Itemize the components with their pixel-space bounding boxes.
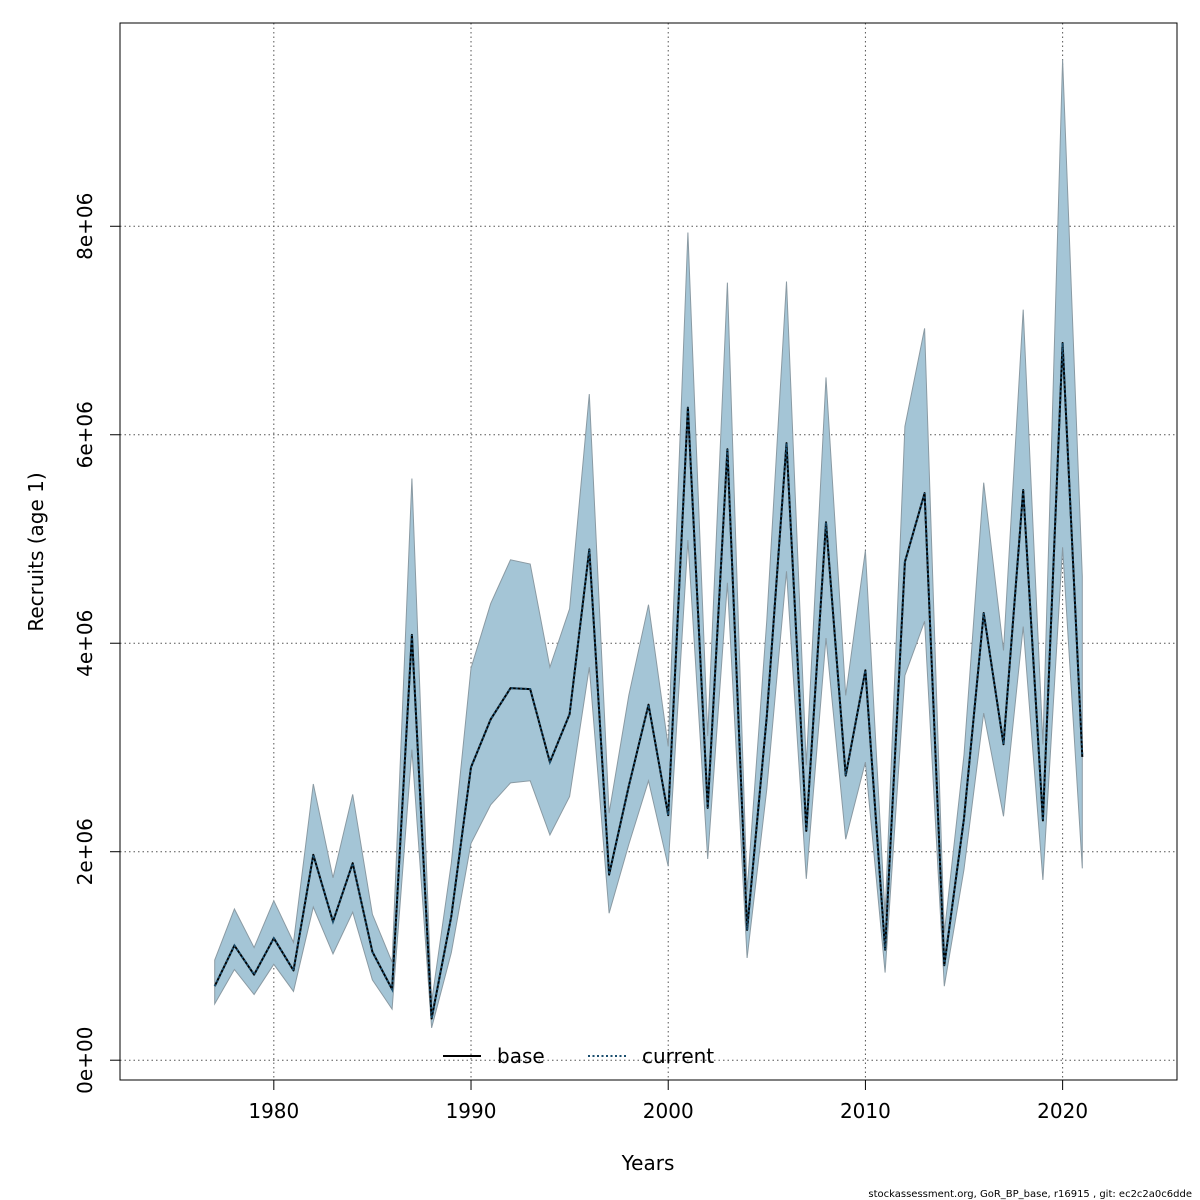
- plot-frame: [119, 22, 1178, 1081]
- legend-label-current: current: [642, 1044, 714, 1068]
- x-axis: 1980 1990 2000 2010 2020: [248, 1080, 1088, 1123]
- x-tick-label: 1990: [446, 1099, 497, 1123]
- x-tick-label: 2010: [840, 1099, 891, 1123]
- y-tick-label: 8e+06: [73, 193, 97, 260]
- footnote: stockassessment.org, GoR_BP_base, r16915…: [868, 1189, 1192, 1200]
- y-tick-label: 0e+00: [73, 1027, 97, 1094]
- y-tick-label: 4e+06: [73, 610, 97, 677]
- confidence-band: [214, 59, 1083, 1029]
- y-axis: 0e+00 2e+06 4e+06 6e+06 8e+06: [73, 193, 120, 1094]
- x-axis-title: Years: [621, 1151, 675, 1175]
- series-line-current: [213, 342, 1084, 1019]
- y-tick-label: 2e+06: [73, 818, 97, 885]
- x-tick-label: 2020: [1037, 1099, 1088, 1123]
- legend: base current: [443, 1044, 714, 1068]
- x-tick-label: 2000: [643, 1099, 694, 1123]
- y-axis-title: Recruits (age 1): [24, 472, 48, 631]
- legend-label-base: base: [497, 1044, 545, 1068]
- x-tick-label: 1980: [248, 1099, 299, 1123]
- y-tick-label: 6e+06: [73, 401, 97, 468]
